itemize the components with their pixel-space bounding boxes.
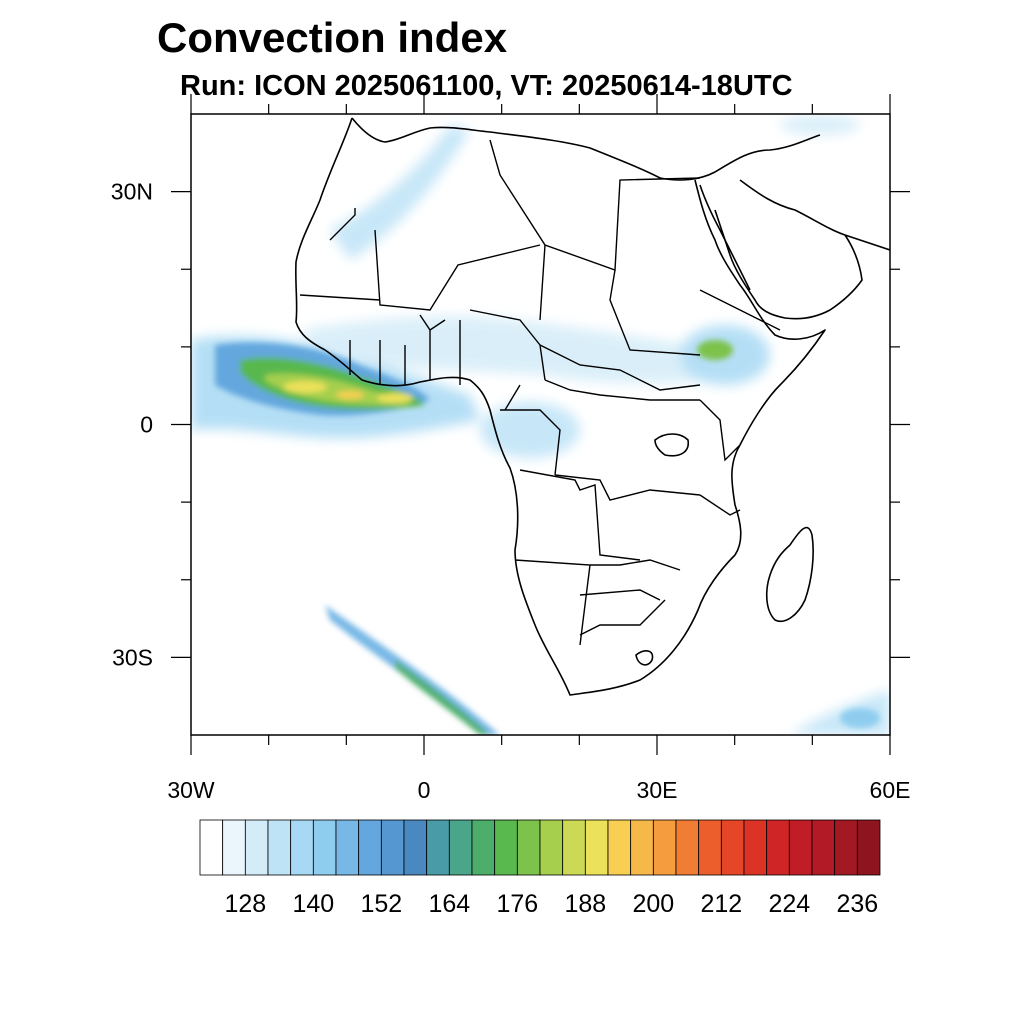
country-borders — [299, 139, 781, 646]
colorbar-swatch — [312, 819, 337, 876]
colorbar-swatch — [380, 819, 405, 876]
lat-label: 0 — [140, 412, 153, 438]
lon-label: 0 — [418, 777, 431, 803]
map-subtitle: Run: ICON 2025061100, VT: 20250614-18UTC — [180, 70, 793, 102]
colorbar-swatch — [743, 819, 768, 876]
colorbar-swatch — [788, 819, 813, 876]
colorbar-swatch — [811, 819, 836, 876]
colorbar-swatch — [290, 819, 314, 876]
colorbar-swatch — [335, 819, 360, 876]
colorbar-label: 128 — [224, 890, 266, 918]
colorbar-swatch — [584, 819, 609, 876]
colorbar-swatch — [448, 819, 473, 876]
colorbar: 128 140 152 164 176 188 200 212 224 236 — [199, 819, 881, 918]
colorbar-swatch — [494, 819, 518, 876]
lat-label: 30N — [111, 179, 153, 205]
lon-label: 30W — [167, 777, 215, 803]
colorbar-label: 212 — [700, 890, 742, 918]
colorbar-swatch — [539, 819, 564, 876]
colorbar-swatch — [630, 819, 654, 876]
colorbar-swatch — [516, 819, 541, 876]
colorbar-swatch — [426, 819, 450, 876]
colorbar-label: 140 — [292, 890, 334, 918]
lon-label: 30E — [637, 777, 678, 803]
colorbar-swatch — [856, 819, 881, 876]
colorbar-swatch — [471, 819, 496, 876]
colorbar-swatch — [720, 819, 745, 876]
colorbar-swatch — [834, 819, 858, 876]
colorbar-swatch — [199, 819, 224, 876]
lon-label: 60E — [870, 777, 911, 803]
colorbar-swatch — [675, 819, 700, 876]
colorbar-swatch — [267, 819, 292, 876]
colorbar-swatch — [403, 819, 428, 876]
colorbar-label: 200 — [632, 890, 674, 918]
colorbar-label: 164 — [428, 890, 470, 918]
colorbar-label: 224 — [768, 890, 810, 918]
convection-field — [191, 115, 890, 735]
lat-label: 30S — [112, 644, 153, 670]
colorbar-swatch — [698, 819, 722, 876]
colorbar-swatch — [358, 819, 382, 876]
colorbar-swatch — [652, 819, 677, 876]
colorbar-swatch — [766, 819, 790, 876]
colorbar-swatch — [562, 819, 586, 876]
map-ticks: 30N 0 30S 30W 0 30E 60E — [111, 94, 911, 803]
map-title: Convection index — [157, 14, 508, 61]
colorbar-label: 188 — [564, 890, 606, 918]
colorbar-swatch — [607, 819, 632, 876]
colorbar-label: 152 — [360, 890, 402, 918]
colorbar-swatch — [222, 819, 246, 876]
coastlines — [294, 117, 890, 696]
colorbar-swatch — [244, 819, 269, 876]
colorbar-label: 236 — [836, 890, 878, 918]
colorbar-label: 176 — [496, 890, 538, 918]
